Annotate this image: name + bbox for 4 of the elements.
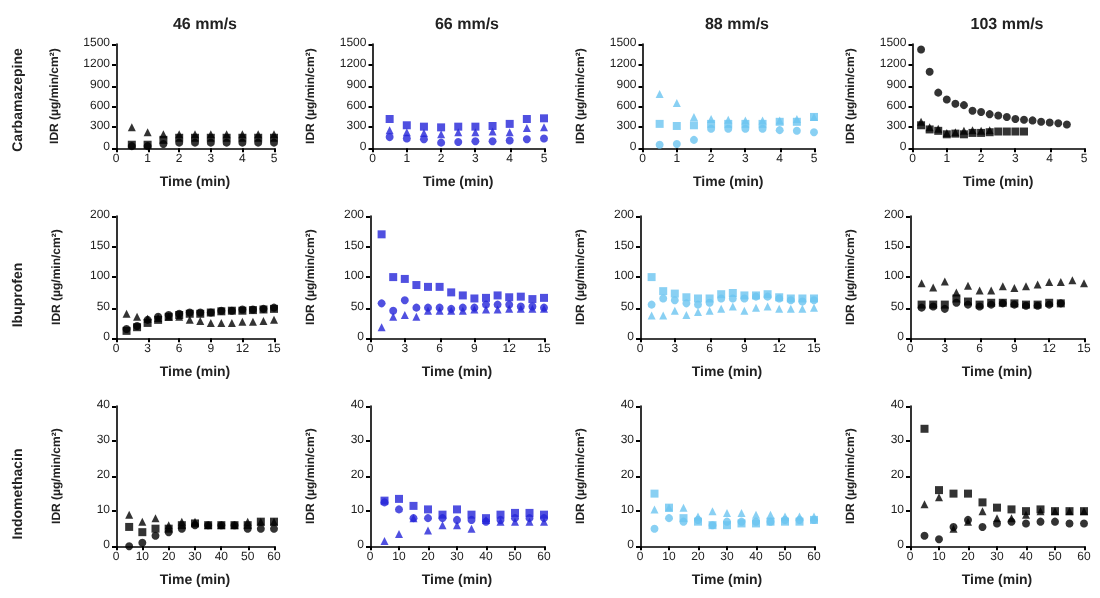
chart-title: 88 mm/s — [704, 15, 771, 33]
chart-title: 103 mm/s — [970, 15, 1045, 33]
chart-title: 46 mm/s — [172, 15, 239, 33]
chart-title: 66 mm/s — [434, 15, 501, 33]
